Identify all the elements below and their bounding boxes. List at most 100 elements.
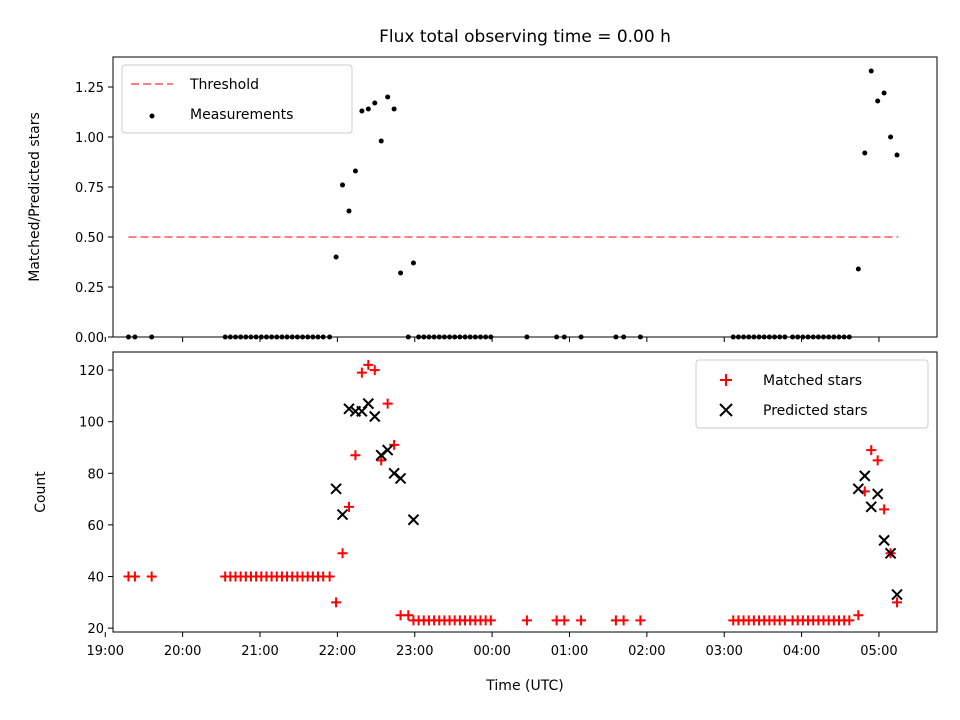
top-legend-box [121,64,353,134]
y-tick-label: 40 [87,571,104,586]
matched-star-point [389,439,400,450]
x-tick-label: 05:00 [860,644,897,659]
measurement-point [359,108,365,114]
matched-star-point [892,597,903,608]
x-tick-label: 19:00 [87,644,124,659]
legend-predicted-swatch [719,403,733,417]
chart-title: Flux total observing time = 0.00 h [379,27,671,47]
predicted-star-point [884,547,897,559]
legend-matched-label: Matched stars [763,373,862,389]
bottom-series [123,359,903,626]
predicted-star-point [852,483,865,495]
top-y-ticks: 0.00 0.25 0.50 0.75 1.00 1.25 [75,81,113,346]
measurement-point [855,266,861,272]
measurement-point [333,254,339,260]
y-tick-label: 0.50 [75,231,104,246]
x-tick-label: 04:00 [783,644,820,659]
matched-star-point [382,398,393,409]
predicted-star-point [859,470,871,482]
x-tick-label: 23:00 [396,644,433,659]
matched-star-point [844,615,855,626]
top-legend: Threshold Measurements [121,64,353,134]
matched-star-point [618,615,629,626]
matched-star-point [559,615,570,626]
measurement-point [862,150,868,156]
matched-star-point [363,359,374,370]
y-tick-label: 60 [87,519,104,534]
y-tick-label: 1.25 [75,81,104,96]
y-tick-label: 0.75 [75,181,104,196]
top-x-ticks [104,337,880,342]
legend-threshold-label: Threshold [189,77,259,93]
y-tick-label: 100 [79,416,104,431]
measurement-point [868,68,874,74]
bottom-x-ticks: 19:00 20:00 21:00 22:00 23:00 00:00 01:00 02:00… [87,632,898,659]
matched-star-point [337,548,348,559]
matched-star-point [635,615,646,626]
bottom-panel: 20 40 60 80 100 120 19:00 20:00 21:00 22:00 23:00… [33,351,938,694]
matched-star-point [866,445,877,456]
matched-star-point [146,571,157,582]
legend-predicted-label: Predicted stars [763,403,868,419]
predicted-star-point [343,403,355,415]
x-axis-label: Time (UTC) [485,678,563,694]
measurement-point [372,100,378,106]
predicted-star-point [336,508,349,521]
measurement-point [385,94,391,100]
x-tick-label: 02:00 [628,644,665,659]
measurement-point [391,106,397,112]
x-tick-label: 20:00 [164,644,201,659]
predicted-star-point [407,514,420,526]
bottom-legend: Matched stars Predicted stars [695,359,929,429]
top-plot-frame [112,56,938,338]
bottom-y-ticks: 20 40 60 80 100 120 [79,364,113,637]
measurement-point [346,208,352,214]
predicted-star-point [330,483,342,495]
matched-star-point [879,504,890,515]
measurement-point [340,182,346,188]
x-tick-label: 00:00 [473,644,510,659]
measurement-point [378,138,384,144]
predicted-star-point [878,534,890,547]
predicted-star-point [865,501,877,513]
predicted-star-point [891,588,903,601]
y-tick-label: 0.25 [75,281,104,296]
measurement-point [352,168,358,174]
matched-star-point [403,610,414,621]
x-tick-label: 21:00 [241,644,278,659]
measurement-point [875,98,881,104]
legend-measurements-label: Measurements [190,107,293,123]
y-tick-label: 80 [87,467,104,482]
matched-star-point [521,615,532,626]
predicted-star-point [369,410,381,423]
matched-star-point [576,615,587,626]
bottom-legend-box [695,359,929,429]
y-tick-label: 20 [87,622,104,637]
x-tick-label: 01:00 [551,644,588,659]
top-panel: 0.00 0.25 0.50 0.75 1.00 1.25 Matched/Predict… [27,56,938,346]
measurement-point [398,270,404,276]
measurement-point [881,90,887,96]
matched-star-point [343,501,354,512]
matched-star-point [356,367,367,378]
legend-measurements-swatch [149,113,155,119]
matched-star-point [872,455,883,466]
predicted-star-point [394,472,407,485]
matched-star-point [376,455,387,466]
bottom-plot-frame [112,351,938,633]
matched-star-point [324,571,335,582]
x-tick-label: 22:00 [319,644,356,659]
matched-star-point [853,610,864,621]
measurement-point [888,134,894,140]
y-tick-label: 0.00 [75,331,104,346]
x-tick-label: 03:00 [705,644,742,659]
y-tick-label: 120 [79,364,104,379]
predicted-star-point [362,397,375,410]
y-tick-label: 1.00 [75,131,104,146]
predicted-star-point [381,444,394,456]
measurement-point [365,106,371,112]
matched-star-point [369,365,380,376]
measurement-point [410,260,416,266]
matched-star-point [350,450,361,461]
